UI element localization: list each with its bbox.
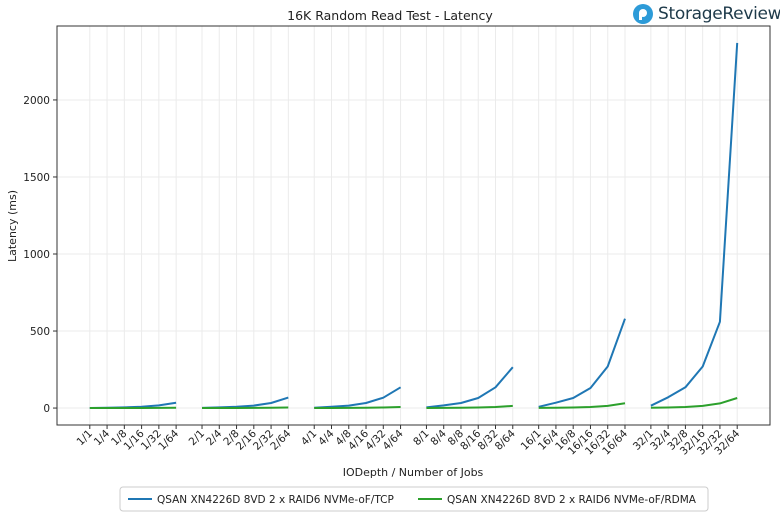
y-axis: 0 500 1000 1500 2000	[23, 95, 57, 415]
x-tick-label: 8/1	[411, 428, 431, 448]
plot-frame	[56, 25, 771, 426]
tcp-series-line	[538, 318, 626, 408]
legend-label-tcp: QSAN XN4226D 8VD 2 x RAID6 NVMe-oF/TCP	[157, 494, 394, 506]
x-tick-label: 2/4	[204, 427, 225, 448]
x-tick-label: 1/1	[74, 428, 94, 448]
series-lines	[89, 42, 739, 409]
legend-box	[119, 486, 709, 512]
y-tick-label: 1000	[23, 249, 50, 261]
x-axis-label: IODepth / Number of Jobs	[343, 466, 484, 479]
y-axis-label: Latency (ms)	[6, 190, 19, 262]
x-tick-label: 1/64	[156, 427, 181, 452]
x-tick-label: 1/4	[92, 427, 113, 448]
legend: QSAN XN4226D 8VD 2 x RAID6 NVMe-oF/TCP Q…	[119, 486, 709, 512]
rdma-series-line	[202, 406, 289, 409]
storagereview-logo: StorageReview	[632, 3, 780, 25]
y-tick-label: 2000	[23, 95, 50, 107]
tcp-series-line	[201, 396, 289, 409]
tcp-series-line	[426, 366, 514, 409]
tcp-series-line	[650, 42, 739, 407]
storagereview-logo-icon	[633, 4, 653, 24]
rdma-series-line	[650, 397, 738, 409]
y-tick-label: 500	[30, 326, 50, 338]
tcp-series-line	[314, 386, 402, 409]
y-tick-label: 1500	[23, 172, 50, 184]
x-tick-label: 8/4	[428, 427, 449, 448]
y-tick-label: 0	[43, 403, 50, 415]
x-tick-label: 4/4	[316, 427, 337, 448]
x-tick-label: 8/64	[493, 427, 518, 452]
x-axis: 1/11/41/81/161/321/64 2/12/42/82/162/322/…	[74, 425, 743, 458]
x-tick-label: 2/64	[268, 427, 293, 452]
x-tick-label: 2/1	[187, 428, 207, 448]
rdma-series-line	[426, 404, 513, 409]
x-tick-label: 4/1	[299, 428, 319, 448]
legend-label-rdma: QSAN XN4226D 8VD 2 x RAID6 NVMe-oF/RDMA	[447, 494, 697, 506]
rdma-series-line	[314, 406, 401, 409]
chart-title: 16K Random Read Test - Latency	[287, 8, 493, 23]
grid	[57, 26, 770, 425]
rdma-series-line	[538, 402, 626, 409]
x-tick-label: 4/64	[381, 427, 406, 452]
storagereview-logo-text: StorageReview	[658, 4, 780, 24]
